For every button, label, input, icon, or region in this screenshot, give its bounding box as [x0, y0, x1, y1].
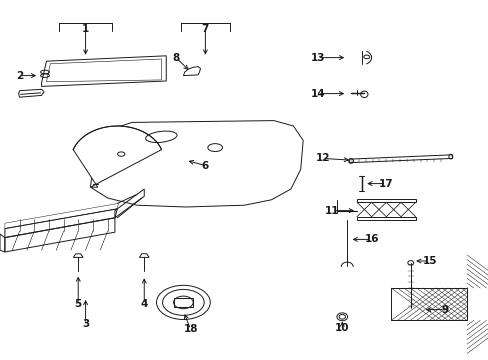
Text: 18: 18	[183, 324, 198, 334]
Text: 5: 5	[75, 299, 81, 309]
Bar	[390, 288, 466, 320]
Polygon shape	[73, 126, 161, 187]
Text: 16: 16	[364, 234, 378, 244]
Text: 6: 6	[202, 161, 208, 171]
Text: 1: 1	[82, 24, 89, 34]
Text: 10: 10	[334, 323, 349, 333]
Text: 2: 2	[16, 71, 23, 81]
Bar	[173, 298, 193, 307]
Text: 12: 12	[315, 153, 329, 163]
Text: 13: 13	[310, 53, 325, 63]
Text: 7: 7	[201, 24, 209, 34]
Bar	[356, 217, 415, 220]
Text: 11: 11	[325, 206, 339, 216]
Text: 14: 14	[310, 89, 325, 99]
Bar	[356, 199, 415, 202]
Text: 8: 8	[172, 53, 179, 63]
Text: 9: 9	[441, 305, 447, 315]
Text: 17: 17	[378, 179, 393, 189]
Text: 4: 4	[140, 299, 148, 309]
Text: 3: 3	[82, 319, 89, 329]
Text: 15: 15	[422, 256, 437, 266]
